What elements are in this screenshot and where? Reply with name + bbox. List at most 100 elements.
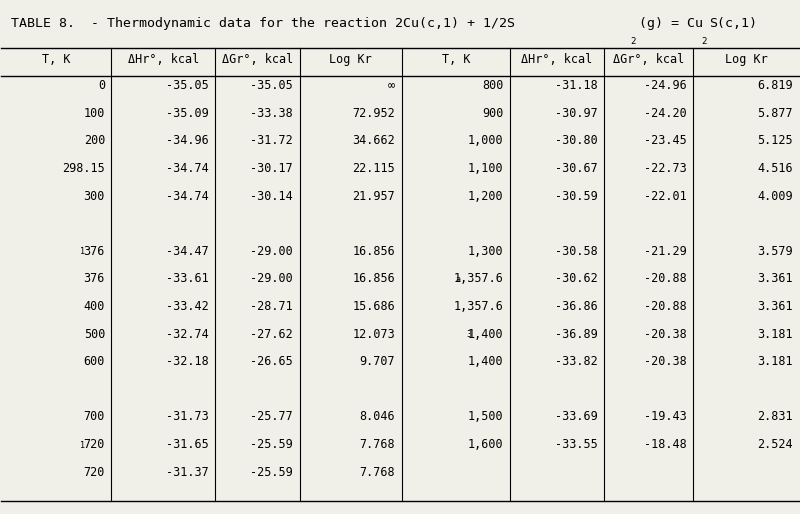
Text: 500: 500 <box>84 327 105 341</box>
Text: a: a <box>455 275 460 284</box>
Text: Log Kr: Log Kr <box>725 52 767 65</box>
Text: -24.96: -24.96 <box>644 79 687 92</box>
Text: 1,400: 1,400 <box>468 327 504 341</box>
Text: 1,357.6: 1,357.6 <box>454 272 504 285</box>
Text: 900: 900 <box>482 107 504 120</box>
Text: 3.579: 3.579 <box>758 245 793 258</box>
Text: -30.58: -30.58 <box>555 245 598 258</box>
Text: ΔHr°, kcal: ΔHr°, kcal <box>522 52 593 65</box>
Text: 2: 2 <box>630 37 636 46</box>
Text: -33.69: -33.69 <box>555 410 598 424</box>
Text: -18.48: -18.48 <box>644 438 687 451</box>
Text: -32.74: -32.74 <box>166 327 209 341</box>
Text: -33.82: -33.82 <box>555 355 598 368</box>
Text: -19.43: -19.43 <box>644 410 687 424</box>
Text: -35.09: -35.09 <box>166 107 209 120</box>
Text: -31.73: -31.73 <box>166 410 209 424</box>
Text: -33.38: -33.38 <box>250 107 293 120</box>
Text: 700: 700 <box>84 410 105 424</box>
Text: 6.819: 6.819 <box>758 79 793 92</box>
Text: -25.77: -25.77 <box>250 410 293 424</box>
Text: -20.38: -20.38 <box>644 355 687 368</box>
Text: -27.62: -27.62 <box>250 327 293 341</box>
Text: -22.01: -22.01 <box>644 190 687 203</box>
Text: 1,300: 1,300 <box>468 245 504 258</box>
Text: 7.768: 7.768 <box>359 466 395 479</box>
Text: -25.59: -25.59 <box>250 466 293 479</box>
Text: 100: 100 <box>84 107 105 120</box>
Text: -33.55: -33.55 <box>555 438 598 451</box>
Text: -36.86: -36.86 <box>555 300 598 313</box>
Text: T, K: T, K <box>42 52 70 65</box>
Text: 800: 800 <box>482 79 504 92</box>
Text: 16.856: 16.856 <box>353 272 395 285</box>
Text: -34.74: -34.74 <box>166 190 209 203</box>
Text: 1,000: 1,000 <box>468 134 504 148</box>
Text: 3.181: 3.181 <box>758 327 793 341</box>
Text: -31.72: -31.72 <box>250 134 293 148</box>
Text: ∞: ∞ <box>388 79 395 92</box>
Text: T, K: T, K <box>442 52 470 65</box>
Text: -35.05: -35.05 <box>166 79 209 92</box>
Text: 1: 1 <box>80 440 85 450</box>
Text: -20.38: -20.38 <box>644 327 687 341</box>
Text: 5.125: 5.125 <box>758 134 793 148</box>
Text: 400: 400 <box>84 300 105 313</box>
Text: -33.61: -33.61 <box>166 272 209 285</box>
Text: -26.65: -26.65 <box>250 355 293 368</box>
Text: 7.768: 7.768 <box>359 438 395 451</box>
Text: 3.361: 3.361 <box>758 272 793 285</box>
Text: -34.74: -34.74 <box>166 162 209 175</box>
Text: -30.97: -30.97 <box>555 107 598 120</box>
Text: -29.00: -29.00 <box>250 245 293 258</box>
Text: 1,357.6: 1,357.6 <box>454 300 504 313</box>
Text: 720: 720 <box>84 466 105 479</box>
Text: -24.20: -24.20 <box>644 107 687 120</box>
Text: 21.957: 21.957 <box>353 190 395 203</box>
Text: 1,600: 1,600 <box>468 438 504 451</box>
Text: Log Kr: Log Kr <box>329 52 372 65</box>
Text: 2: 2 <box>702 37 706 46</box>
Text: 376: 376 <box>84 272 105 285</box>
Text: 298.15: 298.15 <box>62 162 105 175</box>
Text: -33.42: -33.42 <box>166 300 209 313</box>
Text: 8.046: 8.046 <box>359 410 395 424</box>
Text: -31.65: -31.65 <box>166 438 209 451</box>
Text: (g) = Cu: (g) = Cu <box>639 17 703 30</box>
Text: ΔHr°, kcal: ΔHr°, kcal <box>128 52 199 65</box>
Text: -22.73: -22.73 <box>644 162 687 175</box>
Text: 16.856: 16.856 <box>353 245 395 258</box>
Text: 720: 720 <box>84 438 105 451</box>
Text: 4.009: 4.009 <box>758 190 793 203</box>
Text: 200: 200 <box>84 134 105 148</box>
Text: -30.17: -30.17 <box>250 162 293 175</box>
Text: 1,100: 1,100 <box>468 162 504 175</box>
Text: 2.524: 2.524 <box>758 438 793 451</box>
Text: -36.89: -36.89 <box>555 327 598 341</box>
Text: 3: 3 <box>466 330 472 339</box>
Text: 1,400: 1,400 <box>468 355 504 368</box>
Text: 72.952: 72.952 <box>353 107 395 120</box>
Text: -29.00: -29.00 <box>250 272 293 285</box>
Text: -30.67: -30.67 <box>555 162 598 175</box>
Text: -30.62: -30.62 <box>555 272 598 285</box>
Text: 12.073: 12.073 <box>353 327 395 341</box>
Text: 1,200: 1,200 <box>468 190 504 203</box>
Text: 1: 1 <box>80 247 85 256</box>
Text: 300: 300 <box>84 190 105 203</box>
Text: -34.96: -34.96 <box>166 134 209 148</box>
Text: ΔGr°, kcal: ΔGr°, kcal <box>613 52 684 65</box>
Text: -25.59: -25.59 <box>250 438 293 451</box>
Text: 22.115: 22.115 <box>353 162 395 175</box>
Text: ΔGr°, kcal: ΔGr°, kcal <box>222 52 293 65</box>
Text: -20.88: -20.88 <box>644 272 687 285</box>
Text: -32.18: -32.18 <box>166 355 209 368</box>
Text: -23.45: -23.45 <box>644 134 687 148</box>
Text: 3.361: 3.361 <box>758 300 793 313</box>
Text: 600: 600 <box>84 355 105 368</box>
Text: 9.707: 9.707 <box>359 355 395 368</box>
Text: -30.14: -30.14 <box>250 190 293 203</box>
Text: -35.05: -35.05 <box>250 79 293 92</box>
Text: TABLE 8.  - Thermodynamic data for the reaction 2Cu(c,1) + 1/2S: TABLE 8. - Thermodynamic data for the re… <box>11 17 515 30</box>
Text: 2.831: 2.831 <box>758 410 793 424</box>
